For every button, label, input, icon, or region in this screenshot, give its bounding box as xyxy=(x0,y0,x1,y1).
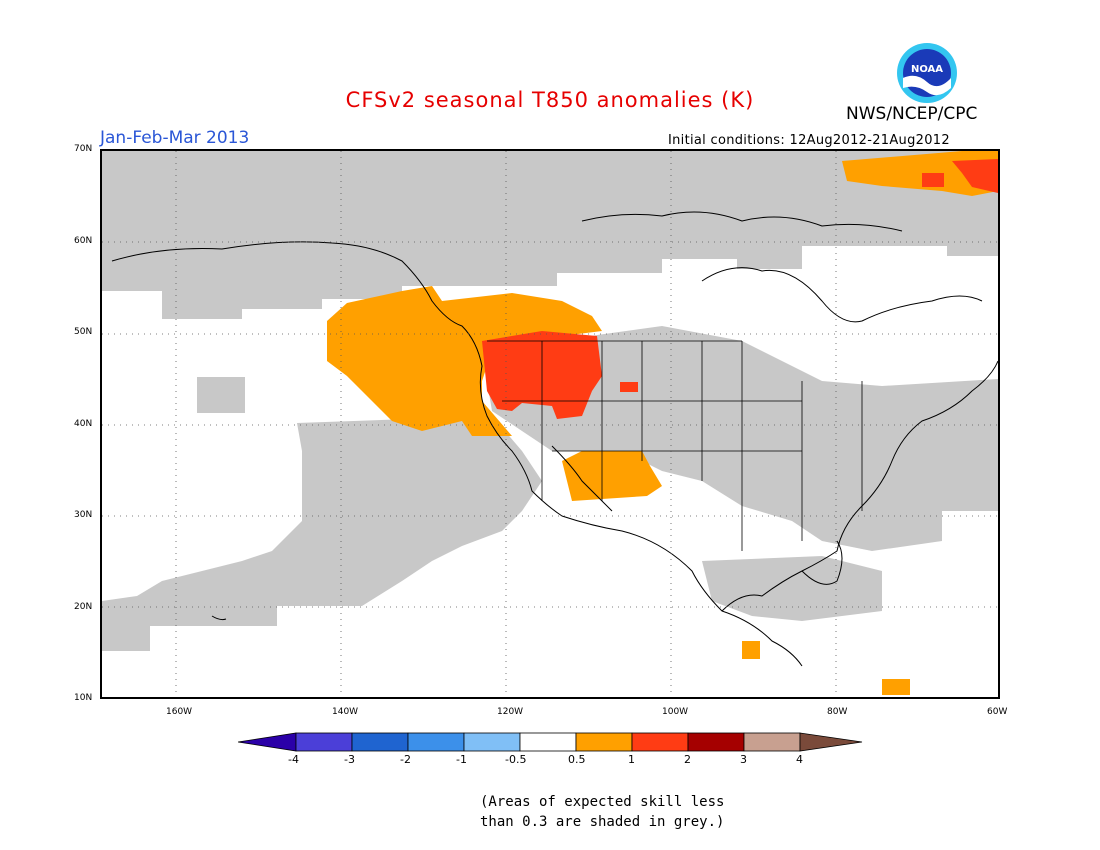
lat-label-30n: 30N xyxy=(74,510,93,520)
colorbar-label: -1 xyxy=(456,753,467,766)
lat-lon-grid xyxy=(102,151,998,697)
colorbar-segment xyxy=(295,732,353,752)
colorbar-segment xyxy=(743,732,801,752)
map-canvas xyxy=(102,151,998,697)
anomaly-map xyxy=(100,149,1000,699)
colorbar xyxy=(238,732,863,752)
noaa-logo: NOAA xyxy=(897,43,957,103)
anomaly-0-5-to-1 xyxy=(327,151,998,695)
colorbar-label: 0.5 xyxy=(568,753,586,766)
colorbar-label: 4 xyxy=(796,753,803,766)
colorbar-label: -3 xyxy=(344,753,355,766)
colorbar-segment xyxy=(407,732,465,752)
lat-label-60n: 60N xyxy=(74,236,93,246)
lat-label-50n: 50N xyxy=(74,327,93,337)
colorbar-segment xyxy=(631,732,689,752)
lon-label-120w: 120W xyxy=(497,707,524,717)
colorbar-label: -0.5 xyxy=(505,753,527,766)
colorbar-segment xyxy=(687,732,745,752)
logo-text: NOAA xyxy=(911,64,943,75)
season-label: Jan-Feb-Mar 2013 xyxy=(100,128,250,148)
lon-label-100w: 100W xyxy=(662,707,689,717)
lon-label-140w: 140W xyxy=(332,707,359,717)
lat-label-40n: 40N xyxy=(74,419,93,429)
low-skill-shading xyxy=(102,151,998,651)
chart-title: CFSv2 seasonal T850 anomalies (K) xyxy=(345,88,755,112)
colorbar-segment xyxy=(351,732,409,752)
lon-label-160w: 160W xyxy=(166,707,193,717)
lon-label-60w: 60W xyxy=(987,707,1008,717)
colorbar-arrow-high xyxy=(799,732,863,752)
colorbar-label: 1 xyxy=(628,753,635,766)
colorbar-segment xyxy=(575,732,633,752)
skill-note-line-2: than 0.3 are shaded in grey.) xyxy=(480,814,725,830)
colorbar-label: -4 xyxy=(288,753,299,766)
colorbar-label: 2 xyxy=(684,753,691,766)
skill-note-line-1: (Areas of expected skill less xyxy=(480,794,725,810)
colorbar-segment xyxy=(463,732,521,752)
organization-label: NWS/NCEP/CPC xyxy=(846,104,978,124)
colorbar-label: 3 xyxy=(740,753,747,766)
colorbar-arrow-low xyxy=(238,732,297,752)
lat-label-10n: 10N xyxy=(74,693,93,703)
initial-conditions-label: Initial conditions: 12Aug2012-21Aug2012 xyxy=(668,133,950,148)
colorbar-segment xyxy=(519,732,577,752)
political-boundaries xyxy=(487,340,863,551)
skill-note: (Areas of expected skill less than 0.3 a… xyxy=(480,792,724,832)
colorbar-label: -2 xyxy=(400,753,411,766)
lon-label-80w: 80W xyxy=(827,707,848,717)
lat-label-70n: 70N xyxy=(74,144,93,154)
lat-label-20n: 20N xyxy=(74,602,93,612)
